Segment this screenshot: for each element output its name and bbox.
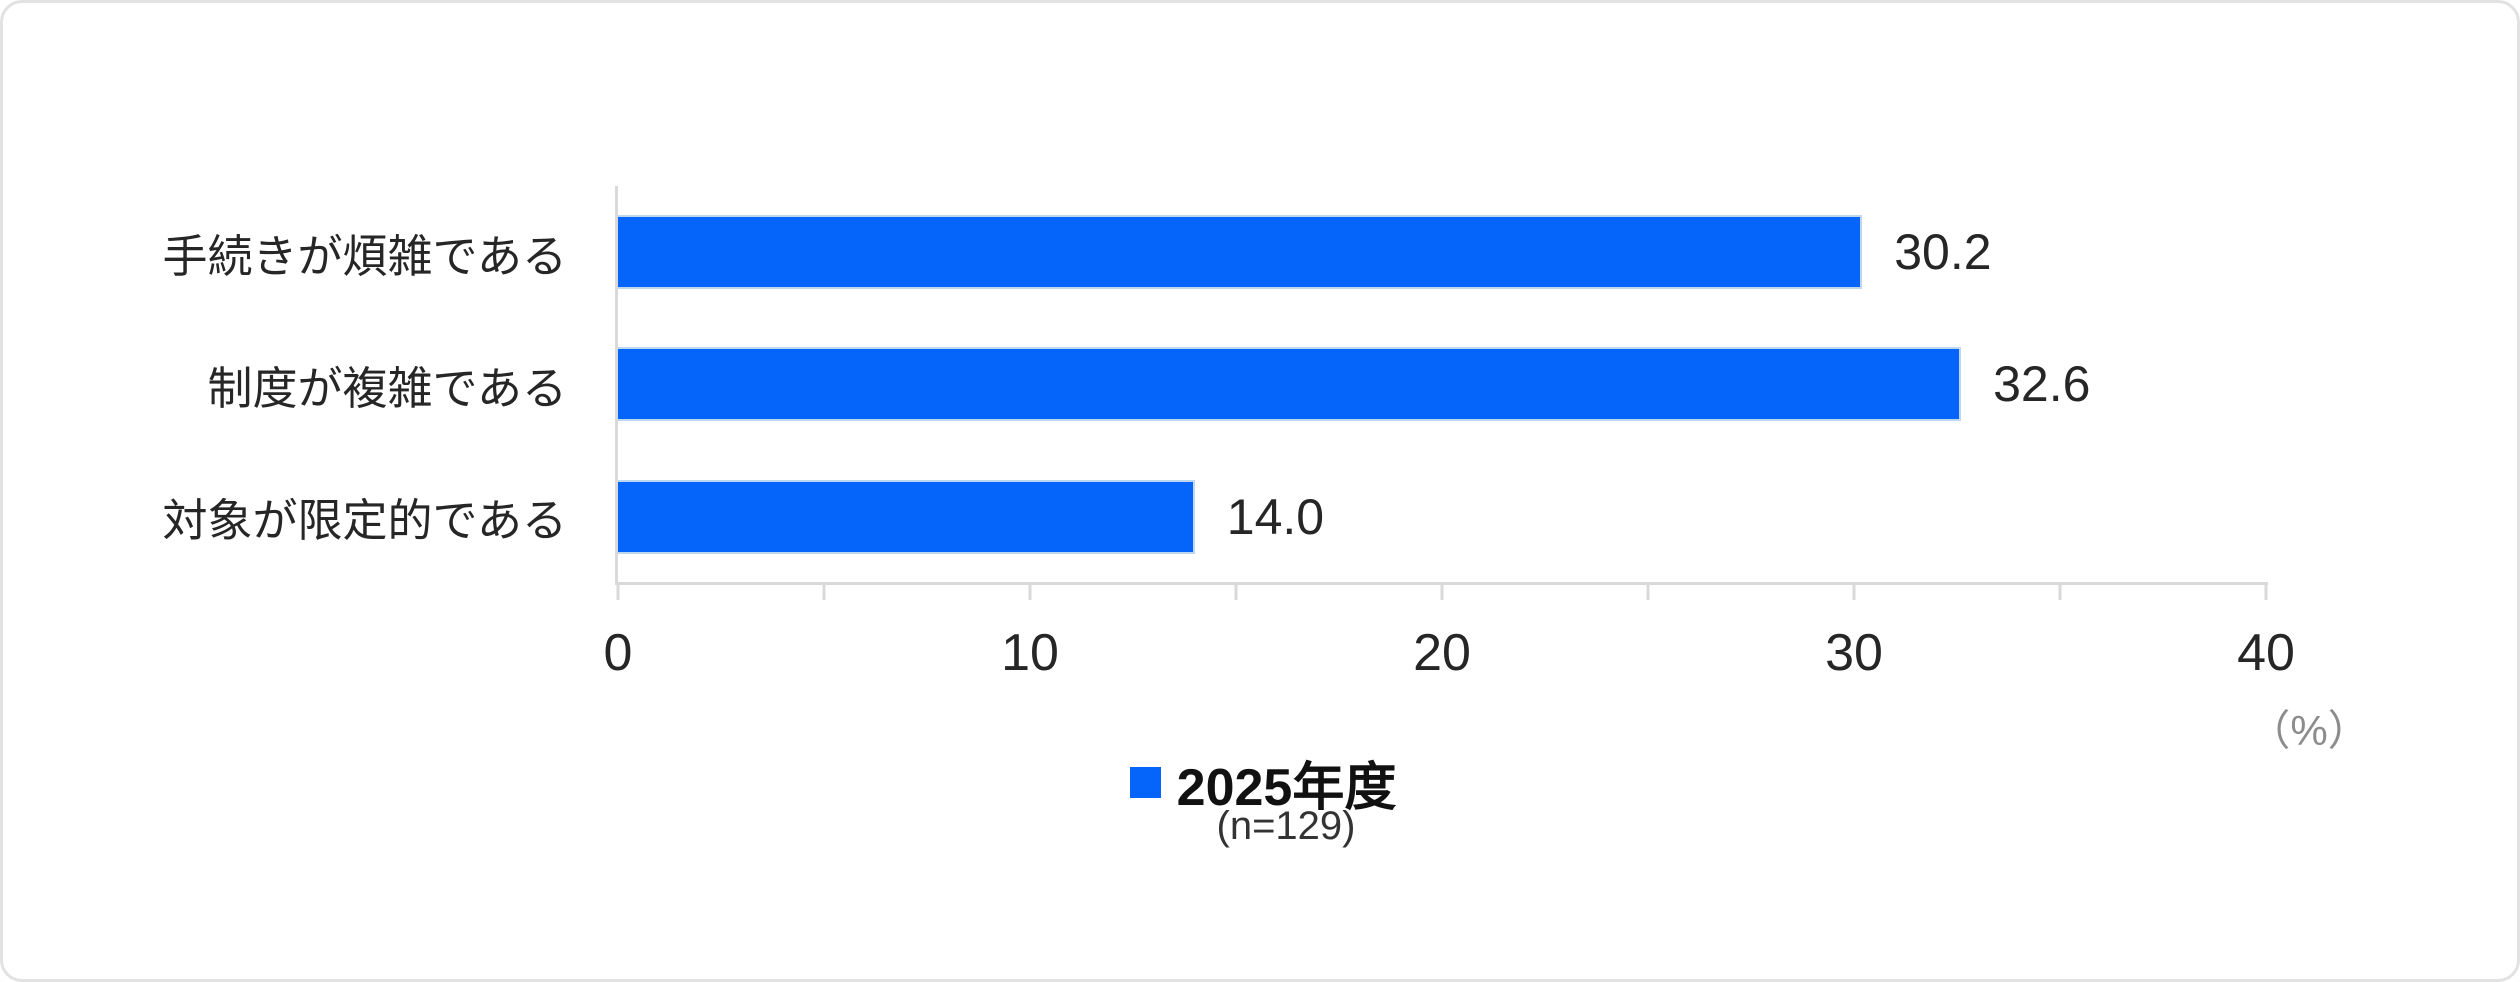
x-axis-tick <box>1646 583 1650 600</box>
category-axis: 手続きが煩雑である 制度が複雑である 対象が限定的である <box>3 186 615 583</box>
x-axis-tick-labels: 0 10 20 30 40 <box>604 624 2295 682</box>
x-axis-tick <box>822 583 826 600</box>
x-axis-tick <box>2058 583 2062 600</box>
bar-chart: 手続きが煩雑である 制度が複雑である 対象が限定的である 30.2 32.6 1… <box>3 186 2517 600</box>
x-axis-tick <box>1234 583 1238 600</box>
legend: 2025年度 <box>3 745 2517 820</box>
x-tick-label: 10 <box>1001 624 1059 682</box>
category-label: 対象が限定的である <box>162 495 567 547</box>
x-tick-label: 0 <box>603 624 633 682</box>
value-label: 32.6 <box>1993 356 2091 413</box>
bar-scope <box>618 479 1195 554</box>
x-tick-label: 20 <box>1413 624 1471 682</box>
category-label: 手続きが煩雑である <box>162 230 567 282</box>
legend-sample-size: (n=129) <box>1216 804 1356 848</box>
x-axis-tick <box>1852 583 1856 600</box>
x-axis-tick <box>2264 583 2268 600</box>
bar-row: 30.2 <box>618 186 2266 318</box>
bar-row: 32.6 <box>618 318 2266 450</box>
bar-procedures <box>618 215 1863 290</box>
unit-label: （%） <box>2248 707 2370 754</box>
x-axis-tick <box>1028 583 1032 600</box>
x-axis-tick <box>616 583 620 600</box>
value-label: 30.2 <box>1894 224 1992 281</box>
bar-row: 14.0 <box>618 451 2266 583</box>
plot-area: 30.2 32.6 14.0 <box>615 186 2268 600</box>
x-tick-label: 40 <box>2237 624 2295 682</box>
bar-system <box>618 347 1962 422</box>
x-axis-tick <box>1440 583 1444 600</box>
legend-swatch <box>1129 767 1161 798</box>
legend-series-label: 2025年度 <box>1176 759 1397 817</box>
value-label: 14.0 <box>1226 488 1325 545</box>
category-label: 制度が複雑である <box>207 362 567 414</box>
x-tick-label: 30 <box>1825 624 1883 682</box>
